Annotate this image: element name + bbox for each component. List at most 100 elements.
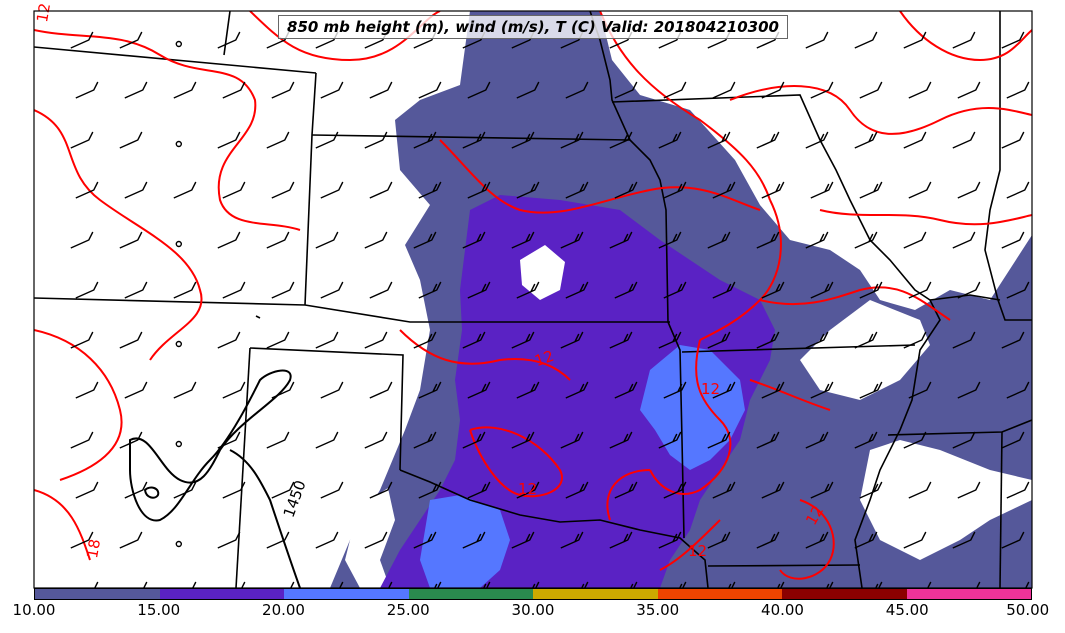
wind-barb bbox=[124, 181, 148, 199]
wind-barb bbox=[679, 581, 687, 588]
wind-barb bbox=[903, 231, 927, 249]
wind-speed-fill-20-25 bbox=[420, 495, 510, 588]
wind-barb bbox=[413, 331, 437, 349]
wind-barb bbox=[75, 481, 99, 499]
wind-barb bbox=[217, 331, 241, 349]
wind-barb bbox=[560, 331, 584, 349]
calm-wind-marker bbox=[175, 540, 183, 548]
wind-barb bbox=[560, 131, 584, 149]
wind-barb bbox=[761, 281, 785, 299]
wind-barb bbox=[271, 481, 295, 499]
height-contours bbox=[129, 369, 301, 588]
wind-barb bbox=[364, 131, 388, 149]
wind-barb bbox=[483, 581, 491, 588]
wind-barb bbox=[222, 81, 246, 99]
wind-barb bbox=[315, 331, 339, 349]
no-shade-area bbox=[345, 488, 395, 588]
colorbar-tick-label: 40.00 bbox=[761, 601, 804, 619]
wind-barb bbox=[467, 281, 491, 299]
wind-barb bbox=[70, 131, 94, 149]
wind-barb bbox=[388, 581, 393, 588]
wind-barb bbox=[413, 131, 437, 149]
wind-barb bbox=[70, 331, 94, 349]
wind-barb bbox=[903, 431, 927, 449]
wind-barb bbox=[707, 131, 731, 149]
no-shade-area bbox=[860, 440, 1032, 560]
wind-barb bbox=[369, 481, 393, 499]
wind-barbs bbox=[70, 31, 1030, 588]
wind-barb bbox=[173, 381, 197, 399]
wind-barb bbox=[1001, 331, 1025, 349]
wind-barb bbox=[511, 331, 535, 349]
wind-barb bbox=[364, 331, 388, 349]
wind-barb bbox=[369, 181, 393, 199]
wind-barb bbox=[75, 81, 99, 99]
wind-barb bbox=[560, 231, 584, 249]
wind-barb bbox=[418, 81, 442, 99]
wind-barb bbox=[369, 281, 393, 299]
wind-barb bbox=[614, 81, 638, 99]
colorbar-tick-label: 15.00 bbox=[137, 601, 181, 619]
wind-barb bbox=[777, 581, 785, 588]
wind-barb bbox=[756, 431, 780, 449]
wind-barb bbox=[516, 181, 540, 199]
colorbar-segment bbox=[35, 589, 160, 599]
wind-barb bbox=[952, 131, 976, 149]
wind-barb bbox=[217, 231, 241, 249]
wind-barb bbox=[222, 281, 246, 299]
wind-barb bbox=[854, 131, 878, 149]
wind-barb bbox=[805, 31, 829, 49]
wind-barb bbox=[119, 331, 143, 349]
wind-barb bbox=[957, 481, 981, 499]
wind-barb bbox=[609, 131, 633, 149]
wind-barb bbox=[173, 481, 197, 499]
wind-barb bbox=[859, 381, 883, 399]
wind-barb bbox=[658, 431, 682, 449]
wind-barb bbox=[826, 581, 834, 588]
wind-barb bbox=[908, 381, 932, 399]
wind-barb bbox=[565, 381, 589, 399]
wind-barb bbox=[511, 231, 535, 249]
temperature-contour-label: 12 bbox=[33, 2, 54, 24]
calm-wind-marker bbox=[175, 340, 183, 348]
wind-barb bbox=[119, 31, 143, 49]
colorbar-tick-label: 20.00 bbox=[262, 601, 305, 619]
wind-barb bbox=[658, 231, 682, 249]
wind-barb bbox=[761, 481, 785, 499]
wind-barb bbox=[927, 581, 932, 588]
wind-barb bbox=[511, 131, 535, 149]
wind-barb bbox=[119, 431, 143, 449]
wind-barb bbox=[1001, 431, 1025, 449]
calm-wind-marker bbox=[175, 240, 183, 248]
wind-barb bbox=[761, 181, 785, 199]
colorbar-segment bbox=[533, 589, 658, 599]
wind-barb bbox=[1006, 181, 1030, 199]
wind-barb bbox=[854, 531, 878, 549]
wind-barb bbox=[908, 481, 932, 499]
wind-barb bbox=[663, 81, 687, 99]
wind-barb bbox=[1006, 281, 1030, 299]
wind-barb bbox=[805, 131, 829, 149]
wind-barb bbox=[266, 431, 290, 449]
wind-barb bbox=[511, 531, 535, 549]
wind-barb bbox=[467, 481, 491, 499]
wind-barb bbox=[339, 581, 344, 588]
wind-barb bbox=[565, 281, 589, 299]
wind-barb bbox=[364, 531, 388, 549]
wind-barb bbox=[222, 381, 246, 399]
map-title: 850 mb height (m), wind (m/s), T (C) Val… bbox=[278, 15, 788, 39]
wind-barb bbox=[315, 531, 339, 549]
wind-barb bbox=[1006, 381, 1030, 399]
wind-barb bbox=[805, 331, 829, 349]
wind-barb bbox=[532, 581, 540, 588]
wind-barb bbox=[70, 431, 94, 449]
wind-barb bbox=[630, 581, 638, 588]
wind-barb bbox=[94, 581, 99, 588]
colorbar-tick-label: 50.00 bbox=[1006, 601, 1050, 619]
wind-barb bbox=[663, 381, 687, 399]
wind-barb bbox=[1001, 31, 1025, 49]
wind-barb bbox=[173, 81, 197, 99]
wind-barb bbox=[859, 81, 883, 99]
wind-barb bbox=[859, 481, 883, 499]
wind-barb bbox=[217, 531, 241, 549]
